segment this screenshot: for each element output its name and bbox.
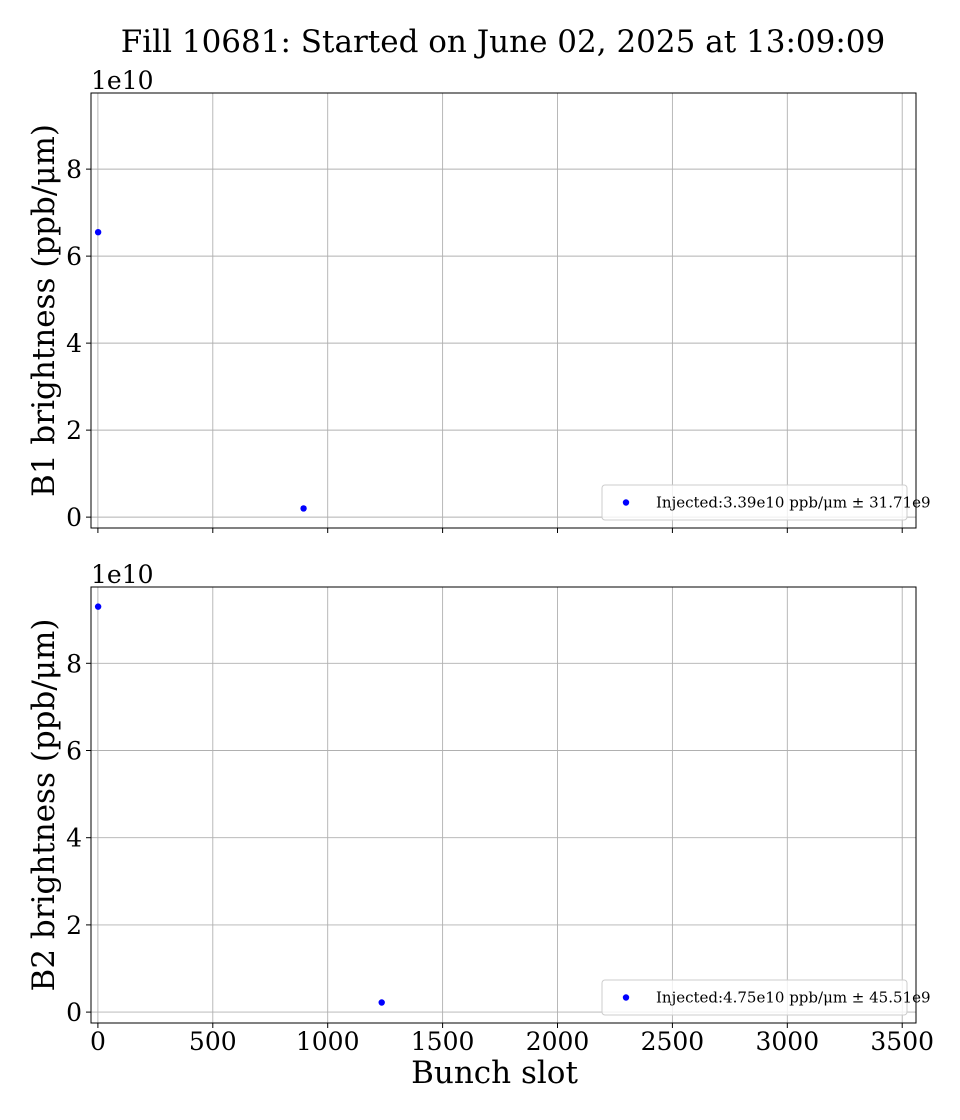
x-tick-label: 1000 — [296, 1027, 360, 1056]
x-axis-label: Bunch slot — [411, 1055, 578, 1091]
y-tick-label: 8 — [66, 649, 82, 678]
y-tick-label: 6 — [66, 737, 82, 766]
panels: 0 2 4 6 8 1e10 B1 brightness (ppb/μm) Injected:… — [26, 66, 934, 1091]
y-tick-label: 4 — [66, 329, 82, 358]
x-tick-label: 2000 — [526, 1027, 590, 1056]
y-tick-label: 0 — [66, 503, 82, 532]
y-tick-label: 0 — [66, 998, 82, 1027]
data-point — [94, 603, 102, 610]
data-point — [94, 229, 102, 236]
y-tick-label: 6 — [66, 242, 82, 271]
x-tick-label: 3500 — [870, 1027, 934, 1056]
legend-marker — [622, 499, 630, 506]
x-tick-label: 1500 — [411, 1027, 475, 1056]
x-tick-label: 500 — [189, 1027, 237, 1056]
y-axis-label: B2 brightness (ppb/μm) — [26, 619, 62, 992]
data-point — [300, 505, 307, 512]
panel-top: 0 2 4 6 8 1e10 B1 brightness (ppb/μm) Injected:… — [26, 66, 931, 533]
x-tick-label: 3000 — [755, 1027, 819, 1056]
y-axis-label: B1 brightness (ppb/μm) — [26, 124, 62, 497]
legend-entry: Injected:4.75e10 ppb/μm ± 45.51e9 — [656, 989, 931, 1007]
x-tick-label: 2500 — [641, 1027, 705, 1056]
legend-box — [601, 484, 908, 521]
data-point — [378, 999, 385, 1006]
legend-marker — [622, 994, 630, 1001]
legend: Injected:4.75e10 ppb/μm ± 45.51e9 — [601, 979, 931, 1016]
figure-title: Fill 10681: Started on June 02, 2025 at … — [121, 24, 885, 60]
axes-frame — [90, 92, 917, 529]
y-tick-label: 2 — [66, 416, 82, 445]
y-offset-label: 1e10 — [91, 560, 154, 589]
y-tick-label: 4 — [66, 824, 82, 853]
y-offset-label: 1e10 — [91, 66, 154, 95]
legend: Injected:3.39e10 ppb/μm ± 31.71e9 — [601, 484, 931, 521]
legend-box — [601, 979, 908, 1016]
axes-frame — [90, 586, 917, 1024]
x-tick-label: 0 — [90, 1027, 106, 1056]
panel-bottom: 0 500 1000 1500 2000 2500 3000 3500 0 2 4 6 8 1e10 B2 … — [26, 560, 934, 1091]
y-tick-label: 8 — [66, 155, 82, 184]
y-tick-label: 2 — [66, 911, 82, 940]
legend-entry: Injected:3.39e10 ppb/μm ± 31.71e9 — [656, 494, 931, 512]
